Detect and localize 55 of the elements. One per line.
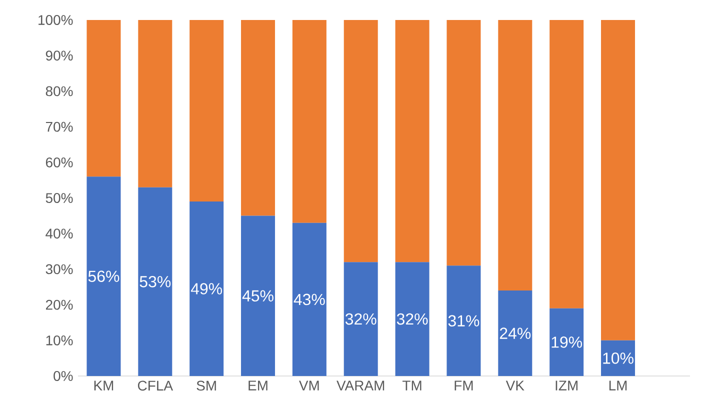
y-tick-label: 50% bbox=[46, 193, 73, 203]
data-label: 32% bbox=[345, 313, 376, 325]
bar bbox=[446, 266, 481, 376]
x-tick-label: VK bbox=[506, 380, 524, 390]
x-tick-label: FM bbox=[454, 380, 473, 390]
y-tick-label: 30% bbox=[46, 264, 73, 274]
y-tick-label: 70% bbox=[46, 122, 73, 132]
x-tick-label: KM bbox=[94, 380, 114, 390]
bar bbox=[395, 20, 430, 262]
bar bbox=[190, 202, 224, 376]
bar bbox=[498, 20, 532, 291]
y-tick-label: 20% bbox=[46, 300, 73, 310]
x-tick-label: IZM bbox=[556, 380, 578, 390]
y-tick-label: 60% bbox=[46, 157, 73, 168]
bar bbox=[446, 20, 481, 266]
x-tick-label: EM bbox=[248, 380, 268, 390]
bar bbox=[138, 187, 172, 376]
data-label: 31% bbox=[448, 315, 480, 326]
bar bbox=[344, 20, 378, 262]
data-label: 49% bbox=[190, 283, 222, 294]
data-label: 19% bbox=[552, 336, 582, 348]
y-tick-label: 10% bbox=[46, 335, 73, 346]
x-tick-label: SM bbox=[196, 380, 216, 391]
data-label: 53% bbox=[140, 276, 171, 288]
y-tick-label: 100% bbox=[38, 15, 73, 25]
y-tick-label: 40% bbox=[46, 228, 73, 239]
data-label: 43% bbox=[294, 294, 325, 306]
x-tick-label: TM bbox=[402, 380, 422, 390]
x-tick-label: LM bbox=[609, 380, 627, 390]
data-label: 32% bbox=[396, 313, 428, 325]
bar bbox=[292, 20, 326, 223]
bar bbox=[601, 20, 636, 340]
x-tick-label: CFLA bbox=[138, 380, 174, 391]
bar bbox=[138, 20, 172, 188]
bar bbox=[550, 20, 584, 308]
x-tick-label: VARAM bbox=[336, 380, 384, 390]
data-label: 24% bbox=[500, 328, 531, 339]
bar bbox=[241, 216, 276, 376]
bar bbox=[550, 308, 584, 376]
bar bbox=[190, 20, 224, 202]
x-tick-label: VM bbox=[299, 380, 319, 390]
data-label: 10% bbox=[603, 352, 634, 364]
data-label: 56% bbox=[88, 270, 120, 282]
y-tick-label: 80% bbox=[46, 86, 73, 96]
data-label: 45% bbox=[242, 290, 274, 302]
bar bbox=[86, 176, 121, 376]
bar bbox=[292, 222, 326, 376]
y-tick-label: 0% bbox=[54, 371, 73, 381]
bar bbox=[86, 20, 121, 177]
y-tick-label: 90% bbox=[46, 50, 73, 61]
bar bbox=[498, 290, 532, 376]
bar bbox=[344, 262, 378, 376]
bar bbox=[395, 262, 430, 376]
bar bbox=[601, 340, 636, 376]
bar bbox=[241, 20, 276, 216]
